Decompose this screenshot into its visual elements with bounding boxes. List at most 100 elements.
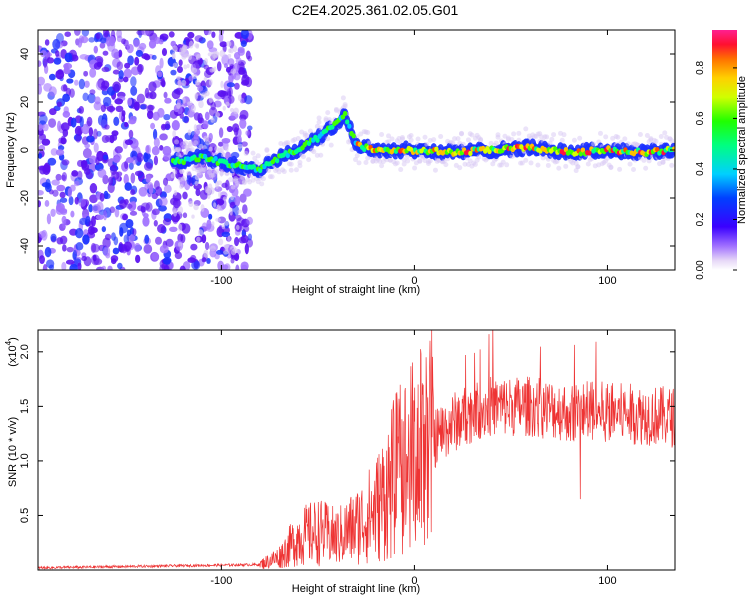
spectrogram-noise-cell — [134, 242, 141, 253]
spectrogram-ridge-halo — [412, 165, 418, 171]
spectrogram-noise-cell — [161, 123, 171, 130]
snr-y-tick-label: 2.0 — [19, 344, 31, 359]
spectrogram-noise-cell — [86, 116, 93, 127]
spectrogram-noise-cell — [78, 78, 86, 90]
spectrogram-noise-cell — [219, 41, 228, 48]
spectrogram-ridge-halo — [615, 134, 621, 140]
spectrogram-noise-cell — [177, 233, 184, 243]
spectrogram-noise-cell — [131, 156, 138, 165]
spectrogram-noise-cell — [188, 200, 194, 208]
spectrogram-noise-cell — [201, 257, 207, 263]
spectrogram-ridge-halo — [544, 134, 550, 140]
spectrogram-noise-cell — [74, 30, 81, 36]
spectrogram-ridge-halo — [386, 133, 392, 139]
spectrogram-noise-cell — [237, 48, 245, 56]
spectrogram-ridge-core — [285, 152, 290, 159]
spectrogram-noise-cell — [151, 252, 159, 261]
spectrogram-noise-cell — [44, 199, 50, 207]
spectrogram-y-tick-label: 0 — [19, 147, 31, 153]
spectrogram-noise-cell — [106, 105, 116, 113]
snr-y-tick-label: 1.5 — [19, 399, 31, 414]
spectrogram-noise-cell — [108, 176, 114, 186]
spectrogram-noise-cell — [142, 216, 150, 227]
spectrogram-ridge-halo — [320, 141, 326, 147]
spectrogram-noise-cell — [65, 259, 75, 265]
spectrogram-noise-cell — [102, 246, 111, 257]
spectrogram-noise-cell — [237, 209, 243, 214]
spectrogram-noise-cell — [80, 36, 89, 44]
spectrogram-noise-cell — [230, 245, 236, 251]
spectrogram-noise-cell — [40, 50, 48, 58]
spectrogram-noise-cell — [206, 40, 214, 50]
spectrogram-ridge-halo — [264, 147, 270, 153]
spectrogram-noise-cell — [77, 262, 82, 270]
spectrogram-ridge-halo — [297, 159, 303, 165]
spectrogram-noise-cell — [225, 146, 229, 152]
spectrogram-noise-cell — [229, 107, 235, 113]
spectrogram-ridge-halo — [431, 137, 437, 143]
spectrogram-noise-cell — [102, 237, 111, 249]
spectrogram-noise-cell — [196, 236, 201, 243]
spectrogram-noise-cell — [208, 213, 213, 220]
spectrogram-noise-cell — [221, 54, 230, 66]
spectrogram-ridge-halo — [511, 131, 517, 137]
spectrogram-noise-cell — [100, 104, 106, 113]
spectrogram-ridge-halo — [363, 160, 369, 166]
spectrogram-noise-cell — [247, 55, 253, 62]
spectrogram-noise-cell — [79, 54, 89, 60]
spectrogram-noise-cell — [47, 157, 57, 166]
spectrogram-ridge-core — [345, 119, 350, 125]
spectrogram-noise-cell — [102, 96, 112, 107]
spectrogram-ridge-halo — [563, 163, 569, 169]
spectrogram-noise-cell — [195, 188, 201, 197]
snr-scale-note: (x104) — [4, 337, 19, 367]
spectrogram-noise-cell — [46, 57, 55, 64]
spectrogram-noise-cell — [135, 254, 141, 264]
spectrogram-noise-cell — [75, 133, 82, 143]
spectrogram-noise-cell — [103, 193, 111, 200]
spectrogram-noise-cell — [240, 261, 249, 270]
spectrogram-noise-cell — [194, 92, 199, 100]
spectrogram-ridge-halo — [354, 134, 360, 140]
colorbar-tick-label: 0.4 — [695, 162, 706, 176]
spectrogram-ridge-core — [468, 150, 473, 156]
spectrogram-noise-cell — [246, 125, 253, 131]
spectrogram-noise-cell — [153, 155, 159, 166]
spectrogram-noise-cell — [101, 66, 110, 73]
spectrogram-noise-cell — [66, 78, 74, 84]
spectrogram-noise-cell — [64, 31, 72, 38]
spectrogram-noise-cell — [110, 255, 119, 263]
spectrogram-ridge-core — [315, 137, 320, 143]
spectrogram-ridge-halo — [354, 153, 360, 159]
spectrogram-noise-cell — [93, 45, 99, 54]
spectrogram-noise-cell — [112, 247, 120, 255]
spectrogram-noise-cell — [109, 206, 116, 214]
spectrogram-noise-cell — [195, 79, 200, 86]
spectrogram-ridge-halo — [288, 161, 294, 167]
spectrogram-noise-cell — [69, 263, 78, 270]
spectrogram-noise-cell — [87, 93, 96, 104]
spectrogram-noise-cell — [67, 187, 72, 198]
spectrogram-noise-cell — [210, 245, 216, 252]
spectrogram-noise-cell — [41, 138, 51, 146]
spectrogram-noise-cell — [93, 128, 98, 140]
spectrogram-noise-cell — [89, 194, 98, 204]
spectrogram-noise-cell — [182, 116, 189, 123]
spectrogram-ridge-halo — [304, 132, 310, 138]
spectrogram-heatmap — [38, 30, 675, 270]
spectrogram-ridge-halo — [625, 141, 631, 147]
spectrogram-noise-cell — [59, 235, 68, 245]
spectrogram-noise-cell — [145, 145, 150, 154]
spectrogram-noise-cell — [165, 238, 174, 248]
snr-y-axis-label: SNR (10 * v/v) — [7, 417, 19, 487]
spectrogram-ridge-halo — [627, 161, 633, 167]
spectrogram-x-tick-label: 0 — [411, 275, 417, 287]
spectrogram-noise-cell — [48, 86, 57, 97]
spectrogram-ridge-halo — [617, 166, 623, 172]
colorbar-tick-label: 0.2 — [695, 212, 706, 226]
spectrogram-noise-cell — [171, 120, 180, 131]
spectrogram-noise-cell — [159, 244, 169, 254]
spectrogram-ridge-halo — [243, 150, 249, 156]
spectrogram-noise-cell — [102, 210, 108, 221]
spectrogram-noise-cell — [215, 181, 219, 189]
